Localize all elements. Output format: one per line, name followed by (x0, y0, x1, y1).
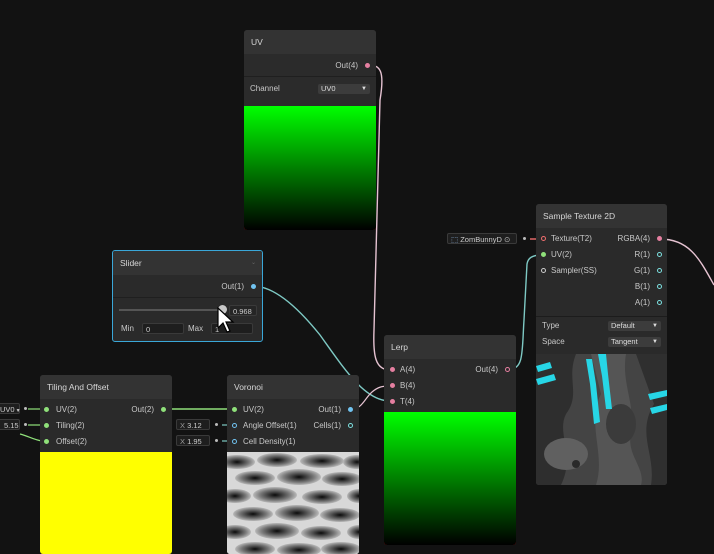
slider-max-label: Max (188, 324, 204, 333)
slider-node[interactable]: Slider ⌄ Out(1) 0.968 Min 0 Max 1 (112, 250, 263, 342)
sample-g-port[interactable] (657, 268, 662, 273)
uv-node[interactable]: UV Out(4) Channel UV0 ▼ (244, 30, 376, 230)
chevron-down-icon: ▼ (15, 408, 21, 414)
tiling-uv-port[interactable] (44, 407, 49, 412)
lerp-out-label: Out(4) (475, 365, 498, 374)
tiling-input-tiling: Tiling(2) (56, 421, 85, 430)
wire-offset-in[interactable] (19, 433, 43, 442)
lerp-input-t: T(4) (400, 397, 415, 406)
sample-uv-port[interactable] (541, 252, 546, 257)
slider-max-field[interactable]: 1 (211, 323, 253, 334)
sample-b-port[interactable] (657, 284, 662, 289)
tiling-out-label: Out(2) (131, 405, 154, 414)
collapse-chevron-icon[interactable]: ⌄ (250, 260, 256, 266)
voronoi-input-uv: UV(2) (243, 405, 264, 414)
voronoi-node-title[interactable]: Voronoi (227, 375, 359, 399)
sample-sampler-port[interactable] (541, 268, 546, 273)
texture-inline-field[interactable]: ⬚ ZomBunnyD ⊙ (447, 233, 517, 244)
chevron-down-icon: ▼ (652, 339, 658, 345)
slider-track[interactable] (119, 309, 223, 311)
sample-rgba-label: RGBA(4) (617, 234, 650, 243)
voronoi-input-density: Cell Density(1) (243, 437, 296, 446)
voronoi-node[interactable]: Voronoi UV(2) Angle Offset(1) Cell Densi… (227, 375, 359, 554)
lerp-t-port[interactable] (390, 399, 395, 404)
sample-texture-port[interactable] (541, 236, 546, 241)
slider-min-label: Min (121, 324, 134, 333)
chevron-down-icon: ▼ (361, 86, 367, 92)
cell-density-field[interactable]: X 1.95 (176, 435, 210, 446)
mouse-cursor-icon (217, 306, 235, 333)
lerp-input-b: B(4) (400, 381, 416, 390)
tiling-input-uv: UV(2) (56, 405, 77, 414)
angle-offset-field[interactable]: X 3.12 (176, 419, 210, 430)
type-label: Type (542, 321, 560, 330)
voronoi-angle-port[interactable] (232, 423, 237, 428)
sample-input-uv: UV(2) (551, 250, 572, 259)
uv-out-label: Out(4) (335, 61, 358, 70)
tiling-uv-inline-dropdown[interactable]: UV0▼ (0, 403, 21, 414)
type-dropdown[interactable]: Default ▼ (608, 321, 661, 331)
voronoi-cells-port[interactable] (348, 423, 353, 428)
voronoi-uv-port[interactable] (232, 407, 237, 412)
slider-out-port[interactable] (251, 284, 256, 289)
voronoi-preview (227, 452, 359, 554)
voronoi-density-port[interactable] (232, 439, 237, 444)
channel-dropdown[interactable]: UV0 ▼ (318, 84, 370, 94)
tiling-tiling-port[interactable] (44, 423, 49, 428)
voronoi-input-angle: Angle Offset(1) (243, 421, 297, 430)
tiling-input-offset: Offset(2) (56, 437, 87, 446)
slider-out-label: Out(1) (221, 282, 244, 291)
space-dropdown[interactable]: Tangent ▼ (608, 337, 661, 347)
slider-node-title[interactable]: Slider ⌄ (113, 251, 262, 275)
inline-port-dot (24, 423, 27, 426)
texture-asset-icon: ⬚ (451, 235, 459, 244)
tiling-offset-port[interactable] (44, 439, 49, 444)
uv-node-title[interactable]: UV (244, 30, 376, 54)
sample-a-label: A(1) (634, 298, 650, 307)
inline-port-dot (215, 439, 218, 442)
sample-node-title[interactable]: Sample Texture 2D (536, 204, 667, 228)
inline-port-dot (24, 407, 27, 410)
tiling-node-title[interactable]: Tiling And Offset (40, 375, 172, 399)
inline-port-dot (215, 423, 218, 426)
voronoi-cells-label: Cells(1) (313, 421, 341, 430)
lerp-preview (384, 412, 516, 545)
slider-min-field[interactable]: 0 (142, 323, 184, 334)
sample-r-port[interactable] (657, 252, 662, 257)
lerp-out-port[interactable] (505, 367, 510, 372)
lerp-input-a: A(4) (400, 365, 416, 374)
tiling-offset-node[interactable]: Tiling And Offset UV(2) Tiling(2) Offset… (40, 375, 172, 554)
tiling-preview (40, 452, 172, 554)
voronoi-out-port[interactable] (348, 407, 353, 412)
sample-texture-node[interactable]: Sample Texture 2D Texture(T2) UV(2) Samp… (536, 204, 667, 485)
sample-input-texture: Texture(T2) (551, 234, 592, 243)
space-label: Space (542, 337, 565, 346)
wire-rgba-out[interactable] (659, 238, 714, 286)
uv-preview (244, 106, 376, 230)
inline-port-dot (523, 237, 526, 240)
sample-r-label: R(1) (634, 250, 650, 259)
voronoi-out-label: Out(1) (318, 405, 341, 414)
sample-rgba-port[interactable] (657, 236, 662, 241)
tiling-value-field[interactable]: 5.15 (0, 419, 20, 430)
sample-texture-preview (536, 354, 667, 485)
sample-input-sampler: Sampler(SS) (551, 266, 597, 275)
sample-a-port[interactable] (657, 300, 662, 305)
sample-g-label: G(1) (634, 266, 650, 275)
sample-b-label: B(1) (634, 282, 650, 291)
object-picker-icon[interactable]: ⊙ (503, 235, 511, 244)
lerp-node-title[interactable]: Lerp (384, 335, 516, 359)
slider-value-field[interactable]: 0.968 (229, 305, 257, 316)
uv-out-port[interactable] (365, 63, 370, 68)
lerp-b-port[interactable] (390, 383, 395, 388)
tiling-out-port[interactable] (161, 407, 166, 412)
slider-thumb[interactable] (218, 305, 227, 314)
channel-label: Channel (250, 84, 280, 93)
lerp-a-port[interactable] (390, 367, 395, 372)
chevron-down-icon: ▼ (652, 323, 658, 329)
lerp-node[interactable]: Lerp A(4) B(4) T(4) Out(4) (384, 335, 516, 545)
